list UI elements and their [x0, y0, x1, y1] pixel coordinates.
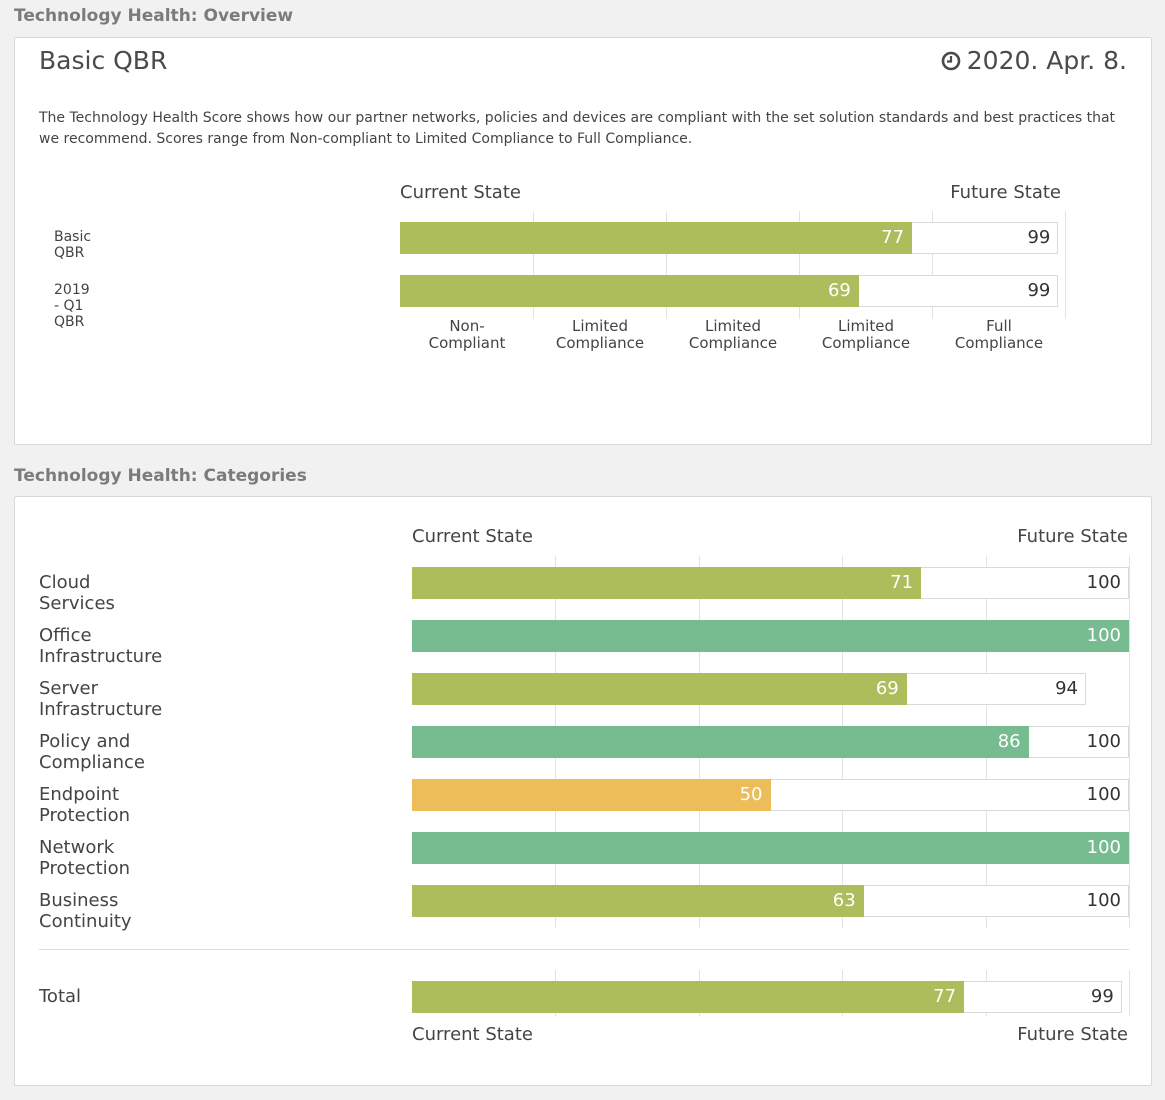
overview-future-state-label: Future State: [950, 182, 1061, 203]
total-label: Total: [39, 986, 82, 1007]
future-value: 100: [1086, 572, 1121, 593]
overview-future-value: 99: [1027, 280, 1051, 301]
current-bar: [412, 726, 1029, 758]
current-value: 100: [1086, 625, 1121, 646]
category-label: Policy and Compliance: [39, 731, 145, 773]
overview-gridline: [666, 211, 667, 319]
current-value: 77: [933, 986, 957, 1007]
future-value: 94: [1055, 678, 1078, 699]
bottom-future-state-label: Future State: [1017, 1024, 1128, 1045]
categories-section-title: Technology Health: Categories: [14, 466, 307, 486]
categories-panel: Current State Future State Cloud Service…: [14, 496, 1152, 1086]
overview-gridline: [932, 211, 933, 319]
current-value: 69: [875, 678, 899, 699]
overview-gridline: [533, 211, 534, 319]
future-value: 100: [1086, 731, 1121, 752]
category-label: Office Infrastructure: [39, 625, 163, 667]
future-value: 100: [1086, 890, 1121, 911]
future-value: 99: [1090, 986, 1114, 1007]
current-bar: [412, 981, 965, 1013]
overview-current-value: 77: [881, 227, 905, 248]
category-label: Endpoint Protection: [39, 784, 131, 826]
overview-tick-label: Limited Compliance: [555, 317, 645, 352]
overview-tick-label: Full Compliance: [954, 317, 1044, 352]
overview-row-label: 2019 - Q1 QBR: [54, 282, 90, 330]
overview-future-value: 99: [1027, 227, 1051, 248]
bottom-current-state-label: Current State: [412, 1024, 533, 1045]
clock-icon: [941, 51, 961, 70]
current-value: 86: [997, 731, 1021, 752]
overview-tick-label: Limited Compliance: [821, 317, 911, 352]
overview-tick-label: Non- Compliant: [428, 317, 506, 352]
current-value: 100: [1086, 837, 1121, 858]
category-label: Network Protection: [39, 837, 131, 879]
overview-tick-label: Limited Compliance: [688, 317, 778, 352]
current-bar: [412, 832, 1129, 864]
overview-current-value: 69: [827, 280, 851, 301]
current-bar: [412, 779, 771, 811]
current-bar: [412, 620, 1129, 652]
categories-future-state-label: Future State: [1017, 526, 1128, 547]
category-label: Business Continuity: [39, 890, 132, 932]
current-bar: [412, 885, 864, 917]
report-date: 2020. Apr. 8.: [941, 46, 1127, 75]
overview-panel: Basic QBR 2020. Apr. 8. The Technology H…: [14, 37, 1152, 445]
categories-gridline: [1129, 556, 1130, 928]
total-gridline: [1129, 970, 1130, 1016]
overview-current-state-label: Current State: [400, 182, 521, 203]
current-bar: [412, 567, 922, 599]
current-value: 63: [832, 890, 856, 911]
category-label: Server Infrastructure: [39, 678, 163, 720]
overview-section-title: Technology Health: Overview: [14, 6, 294, 26]
categories-current-state-label: Current State: [412, 526, 533, 547]
overview-current-bar: [400, 222, 913, 254]
total-divider: [39, 949, 1129, 950]
report-date-text: 2020. Apr. 8.: [966, 46, 1127, 75]
current-value: 71: [890, 572, 914, 593]
overview-current-bar: [400, 275, 859, 307]
overview-description: The Technology Health Score shows how ou…: [39, 110, 1116, 147]
overview-row-label: Basic QBR: [54, 229, 92, 261]
category-label: Cloud Services: [39, 572, 115, 614]
current-value: 50: [739, 784, 763, 805]
report-name: Basic QBR: [39, 46, 168, 75]
overview-gridline: [799, 211, 800, 319]
overview-gridline: [1065, 211, 1066, 319]
future-value: 100: [1086, 784, 1121, 805]
current-bar: [412, 673, 907, 705]
